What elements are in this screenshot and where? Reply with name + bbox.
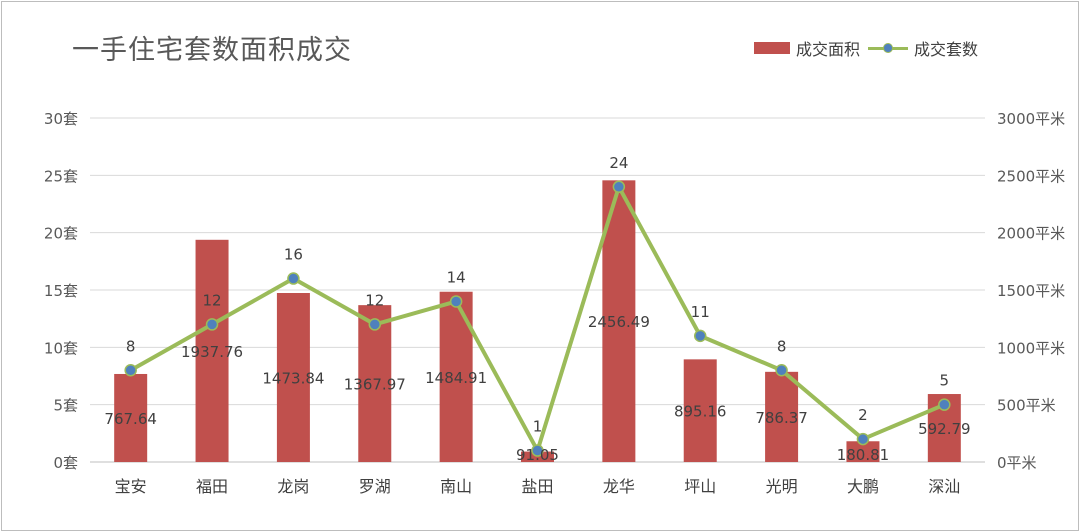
- x-tick-label: 福田: [196, 477, 228, 496]
- bar-data-label: 786.37: [755, 409, 808, 427]
- line-point: [368, 318, 382, 331]
- legend-item-count: 成交套数: [868, 36, 978, 60]
- line-point: [287, 272, 300, 285]
- x-tick-label: 宝安: [115, 477, 147, 496]
- line-data-label: 12: [202, 291, 221, 309]
- line-data-label: 8: [777, 337, 787, 355]
- legend-line-swatch: [868, 42, 909, 54]
- y-right-tick-label: 1500平米: [997, 282, 1065, 300]
- line-point: [938, 398, 951, 411]
- chart-title: 一手住宅套数面积成交: [72, 35, 352, 66]
- bar: [846, 441, 880, 462]
- bar-data-label: 767.64: [104, 410, 157, 428]
- bar-data-label: 1367.97: [344, 376, 406, 394]
- line-data-label: 2: [858, 406, 868, 424]
- bar: [276, 292, 310, 462]
- line-point: [856, 432, 870, 446]
- bar-data-label: 1937.76: [181, 343, 243, 361]
- legend-label-area: 成交面积: [796, 40, 861, 59]
- bar-data-label: 180.81: [837, 446, 890, 464]
- bar-data-label: 1484.91: [425, 369, 487, 387]
- chart-legend: 成交面积 成交套数: [754, 36, 986, 60]
- line-point: [775, 364, 788, 377]
- line-data-label: 24: [609, 154, 628, 172]
- y-right-tick-label: 0平米: [997, 454, 1037, 472]
- legend-bar-swatch: [754, 42, 790, 54]
- x-tick-label: 深汕: [928, 477, 960, 496]
- bar: [683, 359, 717, 462]
- line-point: [531, 444, 544, 457]
- y-left-tick-label: 10套: [44, 339, 78, 357]
- line-point: [205, 318, 219, 331]
- line-point: [693, 329, 707, 343]
- x-tick-label: 大鹏: [847, 477, 879, 496]
- line-data-label: 12: [365, 291, 384, 309]
- bar: [114, 373, 148, 462]
- y-right-tick-label: 3000平米: [997, 110, 1065, 128]
- bar-data-label: 1473.84: [262, 369, 324, 387]
- bar-data-label: 91.05: [516, 446, 559, 464]
- x-tick-label: 龙岗: [277, 477, 309, 496]
- line-data-label: 8: [126, 337, 136, 355]
- bar-data-label: 895.16: [674, 403, 727, 421]
- y-left-tick-label: 25套: [44, 167, 78, 185]
- x-tick-label: 光明: [766, 477, 798, 496]
- bar: [195, 239, 229, 462]
- y-left-tick-label: 15套: [44, 282, 78, 300]
- bar-data-label: 2456.49: [588, 313, 650, 331]
- bar: [765, 371, 799, 462]
- bar-data-label: 592.79: [918, 420, 971, 438]
- y-right-tick-label: 2500平米: [997, 167, 1065, 185]
- series-line: [129, 184, 946, 453]
- line-data-label: 14: [447, 268, 466, 286]
- line-data-label: 16: [284, 246, 303, 264]
- legend-label-count: 成交套数: [914, 40, 979, 59]
- y-right-tick-label: 2000平米: [997, 225, 1065, 243]
- y-right-tick-label: 500平米: [997, 397, 1056, 415]
- x-tick-label: 龙华: [603, 477, 635, 496]
- x-tick-label: 坪山: [684, 477, 716, 496]
- line-point: [449, 295, 463, 308]
- x-tick-label: 盐田: [521, 477, 553, 496]
- y-left-tick-label: 5套: [53, 397, 78, 415]
- y-left-tick-label: 20套: [44, 225, 78, 243]
- x-tick-label: 罗湖: [359, 477, 391, 496]
- x-tick-label: 南山: [440, 477, 472, 496]
- line-point: [124, 364, 137, 377]
- y-left-tick-label: 0套: [53, 454, 78, 472]
- y-left-tick-label: 30套: [44, 110, 78, 128]
- line-data-label: 5: [940, 372, 950, 390]
- legend-item-area: 成交面积: [754, 36, 860, 60]
- line-point: [612, 180, 626, 194]
- line-data-label: 11: [691, 303, 710, 321]
- bar: [358, 305, 392, 462]
- y-right-tick-label: 1000平米: [997, 339, 1065, 357]
- line-data-label: 1: [533, 418, 543, 436]
